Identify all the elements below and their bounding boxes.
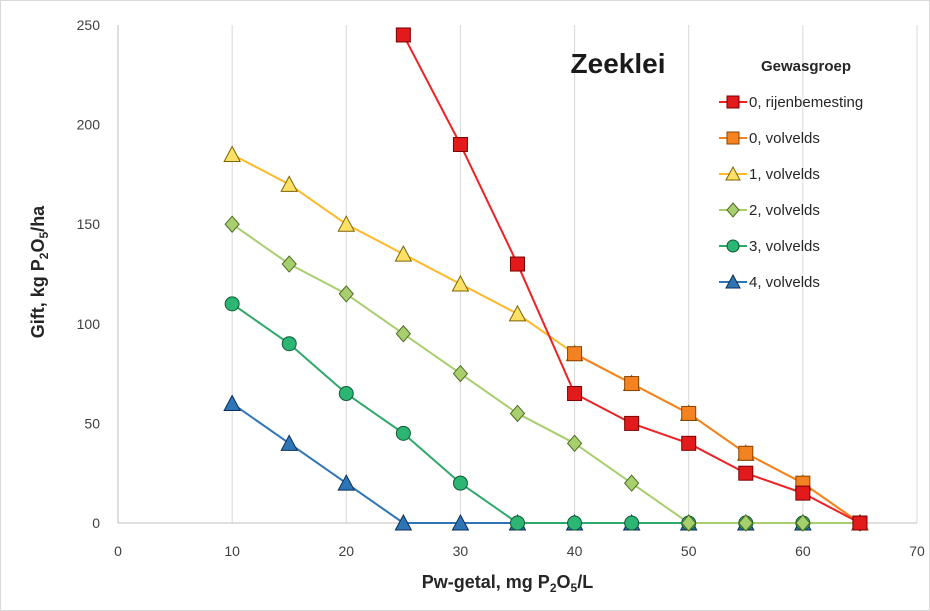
data-point-series-4 [452,475,468,491]
y-axis-title: Gift, kg P2O5/ha [28,205,51,338]
data-point-series-0 [681,435,697,451]
data-point-series-3 [224,215,240,233]
data-point-series-1 [738,445,754,461]
series-group [231,34,861,524]
data-point-series-3 [681,514,697,532]
series-line-4 [231,303,860,524]
data-point-series-2 [451,274,470,292]
data-point-series-3 [623,474,640,492]
y-tick-label: 200 [77,117,101,133]
legend-marker-2 [725,165,741,181]
data-point-series-4 [224,296,240,312]
markers-group [223,27,869,532]
legend-label-5: 4, volvelds [749,274,820,291]
legend-marker-0 [726,95,740,109]
y-tick-label: 0 [92,515,100,531]
legend-label-3: 2, volvelds [749,202,820,219]
x-tick-label: 30 [453,543,469,559]
data-point-series-3 [395,325,412,343]
series-line-1 [574,352,861,524]
labels-group: 0 50 100 150 200 250 0 10 20 30 40 50 60 70 Pw-getal, … [28,17,925,595]
legend-label-1: 0, volvelds [749,130,820,147]
data-point-series-1 [681,405,697,421]
legend-marker-3 [726,202,740,218]
data-point-series-3 [566,434,583,453]
legend-label-0: 0, rijenbemesting [749,94,863,111]
chart-title: Zeeklei [571,48,666,79]
x-tick-label: 0 [114,543,122,559]
x-axis-title: Pw-getal, mg P2O5/L [422,572,593,595]
data-point-series-1 [567,346,583,362]
data-point-series-3 [281,255,297,273]
data-point-series-3 [338,285,354,303]
data-point-series-4 [281,336,297,352]
legend-label-4: 3, volvelds [749,238,820,255]
data-point-series-3 [795,514,811,532]
x-tick-label: 50 [681,543,697,559]
data-point-series-4 [567,515,583,531]
data-point-series-2 [508,304,527,322]
data-point-series-0 [452,137,468,153]
x-tick-label: 40 [567,543,583,559]
legend-marker-5 [725,273,741,289]
data-point-series-5 [394,513,413,531]
data-point-series-0 [510,256,525,272]
data-point-series-3 [509,404,526,423]
data-point-series-2 [280,175,299,192]
data-point-series-0 [624,415,640,431]
legend-marker-1 [726,131,740,145]
data-point-series-0 [852,515,868,531]
legend-marker-4 [726,239,740,253]
data-point-series-2 [394,245,413,262]
data-point-series-0 [738,465,754,481]
y-tick-label: 100 [77,316,101,332]
data-point-series-5 [280,434,299,451]
legend-title: Gewasgroep [761,58,851,75]
legend: Gewasgroep 0, rijenbemesting 0, volvelds 1,… [719,58,863,291]
series-line-3 [231,223,860,524]
data-point-series-3 [452,364,469,383]
x-tick-label: 10 [224,543,240,559]
x-tick-label: 70 [909,543,925,559]
y-tick-label: 250 [77,17,101,33]
data-point-series-1 [624,376,640,392]
y-tick-label: 150 [77,216,101,232]
data-point-series-4 [338,386,354,402]
grid [231,25,918,523]
data-point-series-5 [451,513,470,531]
data-point-series-5 [223,394,241,411]
data-point-series-4 [624,515,640,531]
x-tick-label: 60 [795,543,811,559]
data-point-series-5 [337,474,356,491]
data-point-series-0 [395,27,411,43]
y-tick-label: 50 [84,415,100,431]
data-point-series-3 [738,514,754,532]
data-point-series-4 [510,515,525,531]
data-point-series-2 [223,145,241,162]
data-point-series-0 [567,386,583,402]
data-point-series-0 [795,485,811,501]
legend-label-2: 1, volvelds [749,166,820,183]
data-point-series-4 [395,425,411,441]
x-tick-label: 20 [338,543,354,559]
data-point-series-2 [337,215,356,232]
